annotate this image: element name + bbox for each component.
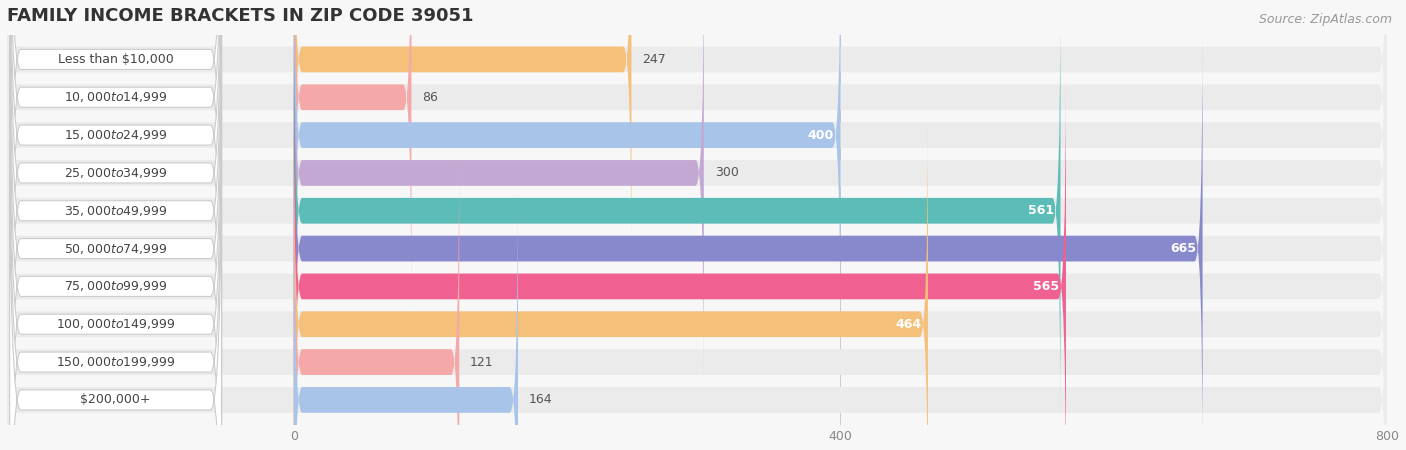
FancyBboxPatch shape [7, 35, 1388, 450]
FancyBboxPatch shape [7, 72, 1388, 450]
Text: 86: 86 [422, 91, 439, 104]
FancyBboxPatch shape [7, 186, 1388, 450]
FancyBboxPatch shape [294, 0, 412, 311]
FancyBboxPatch shape [294, 0, 1060, 425]
Text: $10,000 to $14,999: $10,000 to $14,999 [63, 90, 167, 104]
Text: FAMILY INCOME BRACKETS IN ZIP CODE 39051: FAMILY INCOME BRACKETS IN ZIP CODE 39051 [7, 7, 474, 25]
FancyBboxPatch shape [294, 0, 841, 349]
FancyBboxPatch shape [10, 107, 222, 450]
Text: $35,000 to $49,999: $35,000 to $49,999 [63, 204, 167, 218]
Text: $50,000 to $74,999: $50,000 to $74,999 [63, 242, 167, 256]
FancyBboxPatch shape [294, 186, 517, 450]
FancyBboxPatch shape [294, 0, 704, 387]
Text: $75,000 to $99,999: $75,000 to $99,999 [63, 279, 167, 293]
FancyBboxPatch shape [294, 0, 631, 274]
FancyBboxPatch shape [10, 69, 222, 450]
Text: 400: 400 [807, 129, 834, 142]
FancyBboxPatch shape [7, 148, 1388, 450]
Text: $25,000 to $34,999: $25,000 to $34,999 [63, 166, 167, 180]
Text: 300: 300 [714, 166, 738, 180]
FancyBboxPatch shape [7, 110, 1388, 450]
Text: $150,000 to $199,999: $150,000 to $199,999 [56, 355, 176, 369]
Text: 561: 561 [1028, 204, 1053, 217]
Text: $200,000+: $200,000+ [80, 393, 150, 406]
FancyBboxPatch shape [10, 0, 222, 450]
Text: $100,000 to $149,999: $100,000 to $149,999 [56, 317, 176, 331]
Text: 665: 665 [1170, 242, 1195, 255]
FancyBboxPatch shape [294, 148, 460, 450]
FancyBboxPatch shape [294, 35, 1202, 450]
Text: 247: 247 [643, 53, 666, 66]
FancyBboxPatch shape [10, 32, 222, 450]
FancyBboxPatch shape [10, 0, 222, 450]
FancyBboxPatch shape [7, 0, 1388, 311]
FancyBboxPatch shape [10, 0, 222, 428]
Text: 121: 121 [470, 356, 494, 369]
Text: $15,000 to $24,999: $15,000 to $24,999 [63, 128, 167, 142]
FancyBboxPatch shape [10, 0, 222, 450]
FancyBboxPatch shape [7, 0, 1388, 425]
FancyBboxPatch shape [7, 0, 1388, 349]
FancyBboxPatch shape [10, 0, 222, 390]
Text: 565: 565 [1033, 280, 1059, 293]
FancyBboxPatch shape [10, 0, 222, 450]
FancyBboxPatch shape [294, 72, 1066, 450]
FancyBboxPatch shape [294, 110, 928, 450]
FancyBboxPatch shape [7, 0, 1388, 274]
FancyBboxPatch shape [7, 0, 1388, 387]
Text: Source: ZipAtlas.com: Source: ZipAtlas.com [1258, 14, 1392, 27]
Text: 164: 164 [529, 393, 553, 406]
FancyBboxPatch shape [10, 0, 222, 352]
Text: Less than $10,000: Less than $10,000 [58, 53, 173, 66]
Text: 464: 464 [896, 318, 921, 331]
